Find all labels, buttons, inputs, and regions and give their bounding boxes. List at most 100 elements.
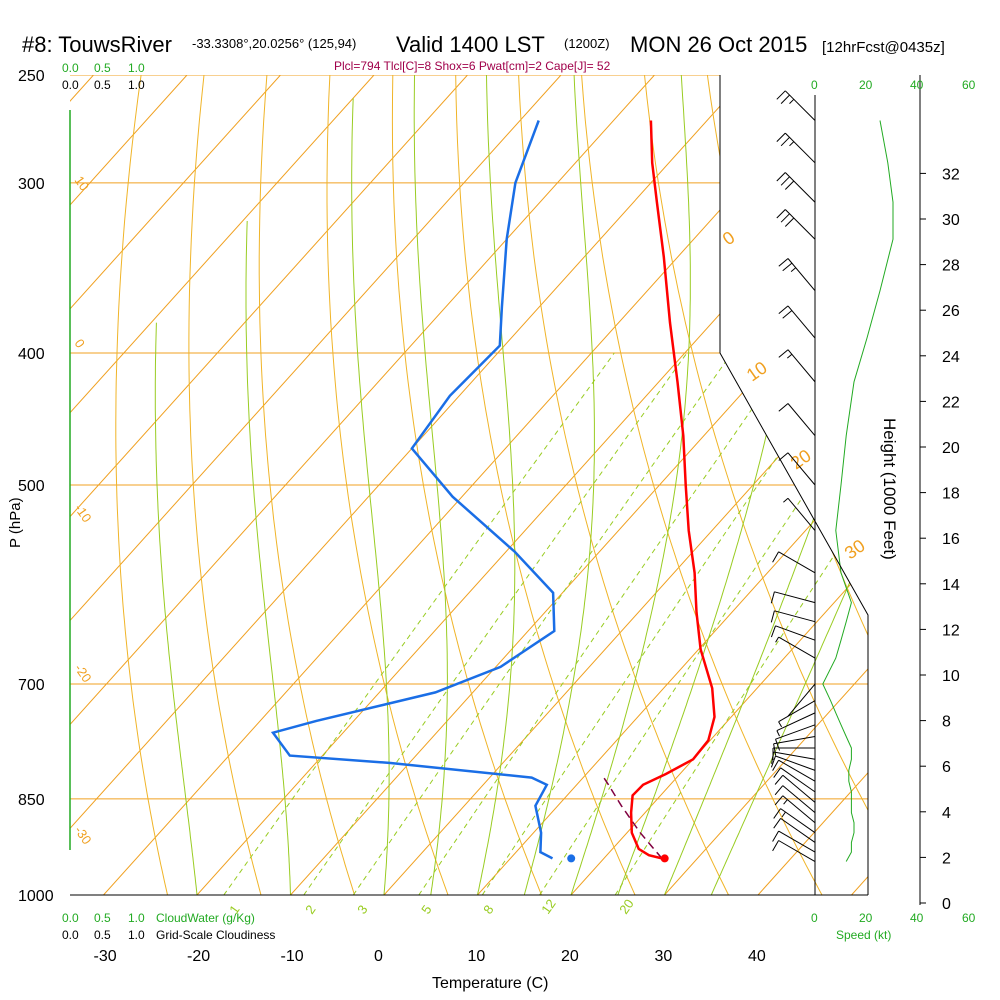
wind-barb-flag (772, 830, 780, 842)
mixing-ratio-label: 12 (538, 896, 559, 916)
cloudiness-scale-top-1: 0.5 (94, 78, 111, 92)
wind-barb-flag (774, 795, 784, 806)
wind-barb (772, 759, 816, 782)
height-tick-label: 32 (942, 166, 960, 183)
cloudiness-label: Grid-Scale Cloudiness (156, 928, 275, 942)
cloud-scale-bottom-0: 0.0 (62, 911, 79, 925)
isotherm-label: 20 (787, 445, 815, 473)
wind-barb-flag (776, 209, 786, 219)
wind-barb-flag (778, 349, 789, 358)
mixing-ratio-line (223, 352, 615, 895)
moist-adiabat (413, 75, 448, 895)
moist-adiabat (710, 75, 868, 895)
diagram-outline (69, 75, 921, 905)
wind-barb-flag (770, 610, 775, 623)
height-tick-label: 24 (942, 349, 960, 366)
pressure-tick-label: 250 (18, 68, 45, 85)
moist-adiabat (523, 75, 595, 895)
wind-barb-flag (780, 176, 790, 186)
wind-barb (770, 625, 816, 641)
wind-barb (773, 817, 816, 843)
wind-barb-staff (776, 712, 816, 732)
moist-adiabat (664, 75, 868, 895)
wind-barb-staff (784, 132, 816, 164)
wind-barb-staff (778, 759, 816, 782)
y-axis-label: P (hPa) (7, 497, 24, 548)
mixing-ratio-line (352, 352, 733, 895)
dry-adiabat (455, 75, 649, 895)
moist-adiabat (154, 322, 198, 895)
cloudiness-scale-bottom-1: 0.5 (94, 928, 111, 942)
cloud-scale-top-1: 0.5 (94, 61, 111, 75)
isotherm-line (664, 75, 868, 895)
forecast-date: MON 26 Oct 2015 (630, 32, 807, 57)
pressure-tick-label: 300 (18, 176, 45, 193)
wind-barb-staff (778, 551, 816, 574)
isotherm-line (383, 75, 868, 895)
wind-barb-flag (773, 767, 782, 778)
isotherm-label: 10 (72, 173, 93, 193)
wind-barb-flag (772, 840, 780, 852)
wind-barb (778, 452, 816, 486)
diagram-boundary (719, 75, 869, 895)
wind-barb (787, 683, 816, 717)
dry-adiabat (953, 51, 1000, 924)
height-tick-label: 12 (942, 622, 960, 639)
wind-barb (778, 305, 816, 339)
dry-adiabat (828, 75, 868, 895)
stability-indices: Plcl=794 Tlcl[C]=8 Shox=6 Pwat[cm]=2 Cap… (334, 59, 611, 73)
x-tick-label: 30 (655, 948, 673, 965)
wind-barb-staff (787, 305, 816, 339)
wind-barb-staff (775, 625, 816, 641)
wind-barb-flag (776, 90, 786, 100)
wind-barb-staff (782, 795, 816, 824)
height-tick-label: 10 (942, 668, 960, 685)
wind-barb-flag (773, 743, 777, 756)
height-tick-label: 6 (942, 759, 951, 776)
cloudiness-scale-bottom-0: 0.0 (62, 928, 79, 942)
height-tick-label: 2 (942, 850, 951, 867)
temperature-surface-point (660, 854, 669, 863)
wind-speed-profile (822, 120, 894, 862)
x-tick-label: 20 (561, 948, 579, 965)
wind-barb-half (775, 636, 780, 643)
x-tick-label: -30 (94, 948, 117, 965)
wind-barb-half (778, 721, 783, 728)
moist-adiabat (245, 220, 291, 895)
height-tick-label: 22 (942, 394, 960, 411)
mixing-ratio-line (303, 352, 688, 895)
wind-barb-flag (775, 739, 781, 751)
wind-barb-flag (778, 305, 789, 314)
dry-adiabat (579, 75, 839, 895)
dry-adiabat (517, 75, 744, 895)
mixing-ratio-label: 2 (302, 902, 318, 917)
isotherm-line (70, 75, 281, 895)
height-tick-label: 28 (942, 258, 960, 275)
isotherm-line (290, 75, 868, 895)
isotherm-label: 30 (841, 535, 869, 563)
wind-barb (772, 551, 816, 574)
parcel-trace (600, 773, 663, 859)
wind-barb-staff (778, 830, 816, 853)
isotherm-line (70, 75, 468, 895)
height-tick-label: 8 (942, 714, 951, 731)
wind-barb-staff (787, 349, 816, 383)
wind-barb-flag (780, 94, 790, 104)
dewpoint-trace (270, 120, 556, 860)
wind-barb (772, 840, 816, 862)
moist-adiabat (351, 98, 390, 895)
height-axis-label: Height (1000 Feet) (880, 418, 899, 560)
wind-barb-staff (774, 591, 816, 604)
wind-barb-flag (773, 818, 782, 829)
x-tick-label: -10 (281, 948, 304, 965)
isotherm-line (851, 75, 868, 895)
wind-barb-half (783, 799, 788, 805)
height-tick-label: 4 (942, 805, 951, 822)
height-tick-label: 16 (942, 531, 960, 548)
height-tick-label: 26 (942, 303, 960, 320)
isotherm-label: -10 (72, 501, 95, 525)
wind-barb-staff (778, 700, 816, 723)
wind-barb-staff (787, 403, 816, 437)
speed-tick-top-1: 20 (859, 78, 873, 92)
wind-barb-flag (772, 759, 780, 771)
